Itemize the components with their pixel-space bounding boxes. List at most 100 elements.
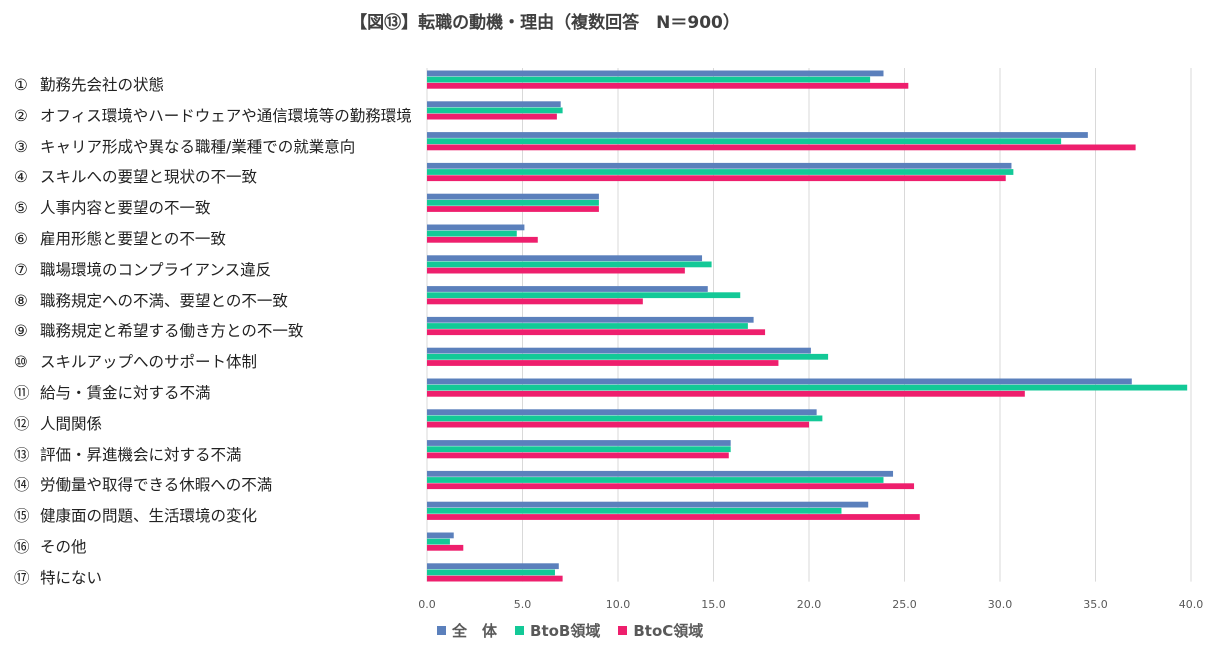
bar-btoc xyxy=(427,113,557,120)
category-text: スキルアップへのサポート体制 xyxy=(40,353,258,372)
bar-btoc xyxy=(427,544,464,551)
bar-btob xyxy=(427,538,450,545)
category-label: ⑨ 職務規定と希望する働き方との不一致 xyxy=(14,319,303,341)
bar-all xyxy=(427,378,1132,385)
category-text: 雇用形態と要望との不一致 xyxy=(40,230,226,248)
category-label: ⑩ スキルアップへのサポート体制 xyxy=(14,350,257,372)
x-tick-label: 5.0 xyxy=(514,598,532,611)
x-tick-label: 40.0 xyxy=(1179,598,1204,611)
category-number: ⑨ xyxy=(14,322,28,341)
bar-all xyxy=(427,440,731,446)
bar-btob xyxy=(427,261,712,268)
bar-btob xyxy=(427,199,599,206)
category-label: ⑰ 特にない xyxy=(14,566,102,588)
bar-btob xyxy=(427,138,1062,145)
bar-btoc xyxy=(427,329,766,336)
x-tick-label: 35.0 xyxy=(1083,598,1108,611)
x-tick-label: 15.0 xyxy=(701,598,726,611)
category-text: 給与・賃金に対する不満 xyxy=(40,384,211,402)
bar-btoc xyxy=(427,421,809,428)
category-number: ⑮ xyxy=(14,507,30,526)
category-label: ⑥ 雇用形態と要望との不一致 xyxy=(14,227,226,249)
category-text: 人事内容と要望の不一致 xyxy=(40,199,211,218)
legend-label-btob: BtoB領域 xyxy=(530,622,601,640)
category-text: 勤務先会社の状態 xyxy=(40,76,165,94)
category-text: その他 xyxy=(40,538,87,556)
bar-btoc xyxy=(427,514,920,520)
category-text: 職場環境のコンプライアンス違反 xyxy=(40,260,272,279)
legend-item-btoc: BtoC領域 xyxy=(618,620,703,641)
bar-all xyxy=(427,347,811,354)
bar-btob xyxy=(427,323,748,329)
bar-btob xyxy=(427,569,555,576)
category-label: ⑧ 職務規定への不満、要望との不一致 xyxy=(14,289,288,311)
category-label: ⑦ 職場環境のコンプライアンス違反 xyxy=(14,258,271,280)
bar-btob xyxy=(427,415,823,422)
bar-all xyxy=(427,101,561,108)
category-label: ⑪ 給与・賃金に対する不満 xyxy=(14,381,211,403)
bar-btob xyxy=(427,446,731,453)
bar-btob xyxy=(427,384,1188,391)
category-text: キャリア形成や異なる職種/業種での就業意向 xyxy=(40,137,356,156)
legend-swatch-btoc xyxy=(618,626,628,635)
category-text: オフィス環境やハードウェアや通信環境等の勤務環境 xyxy=(40,106,412,125)
category-number: ② xyxy=(14,106,28,125)
bar-all xyxy=(427,563,559,570)
legend-swatch-all xyxy=(437,626,446,635)
bar-all xyxy=(427,224,525,231)
legend-item-all: 全 体 xyxy=(437,620,497,641)
bar-all xyxy=(427,193,599,200)
bar-all xyxy=(427,70,884,77)
category-number: ③ xyxy=(14,137,28,156)
category-label: ⑮ 健康面の問題、生活環境の変化 xyxy=(14,504,257,526)
category-number: ① xyxy=(14,76,28,94)
category-number: ⑯ xyxy=(14,538,30,556)
legend-swatch-btob xyxy=(515,626,525,635)
bar-btob xyxy=(427,76,871,83)
category-label: ④ スキルへの要望と現状の不一致 xyxy=(14,165,257,187)
bar-all xyxy=(427,286,708,292)
category-label: ⑭ 労働量や取得できる休暇への不満 xyxy=(14,473,272,495)
category-label: ③ キャリア形成や異なる職種/業種での就業意向 xyxy=(14,135,355,157)
bar-btoc xyxy=(427,144,1136,151)
category-text: スキルへの要望と現状の不一致 xyxy=(40,168,258,187)
bar-all xyxy=(427,470,894,477)
category-label: ② オフィス環境やハードウェアや通信環境等の勤務環境 xyxy=(14,104,412,126)
bar-btoc xyxy=(427,206,599,212)
bar-all xyxy=(427,162,1012,169)
bar-all xyxy=(427,132,1088,138)
category-number: ⑪ xyxy=(14,384,30,402)
bar-btob xyxy=(427,107,563,114)
x-tick-label: 0.0 xyxy=(418,598,436,611)
bar-btoc xyxy=(427,236,538,243)
category-text: 職務規定への不満、要望との不一致 xyxy=(40,291,288,310)
category-text: 特にない xyxy=(40,568,103,587)
x-tick-label: 20.0 xyxy=(797,598,822,611)
category-text: 人間関係 xyxy=(40,414,103,433)
bar-all xyxy=(427,409,817,416)
bar-btob xyxy=(427,230,517,237)
bar-btoc xyxy=(427,452,729,459)
category-label: ① 勤務先会社の状態 xyxy=(14,73,164,95)
bar-btob xyxy=(427,292,741,299)
category-number: ⑰ xyxy=(14,568,30,587)
category-number: ⑫ xyxy=(14,414,30,433)
category-number: ⑭ xyxy=(14,476,30,495)
bar-btob xyxy=(427,353,829,360)
bar-btoc xyxy=(427,82,909,89)
category-number: ⑦ xyxy=(14,260,28,279)
bar-btoc xyxy=(427,175,1006,182)
bar-all xyxy=(427,532,454,539)
bar-btob xyxy=(427,507,842,514)
bar-btob xyxy=(427,477,884,483)
category-number: ⑥ xyxy=(14,230,28,248)
x-tick-label: 30.0 xyxy=(988,598,1013,611)
bar-btoc xyxy=(427,390,1025,397)
bar-btoc xyxy=(427,575,563,582)
legend-item-btob: BtoB領域 xyxy=(515,620,600,641)
bar-btoc xyxy=(427,483,915,490)
bar-all xyxy=(427,316,754,323)
category-number: ⑧ xyxy=(14,291,28,310)
category-number: ④ xyxy=(14,168,28,187)
